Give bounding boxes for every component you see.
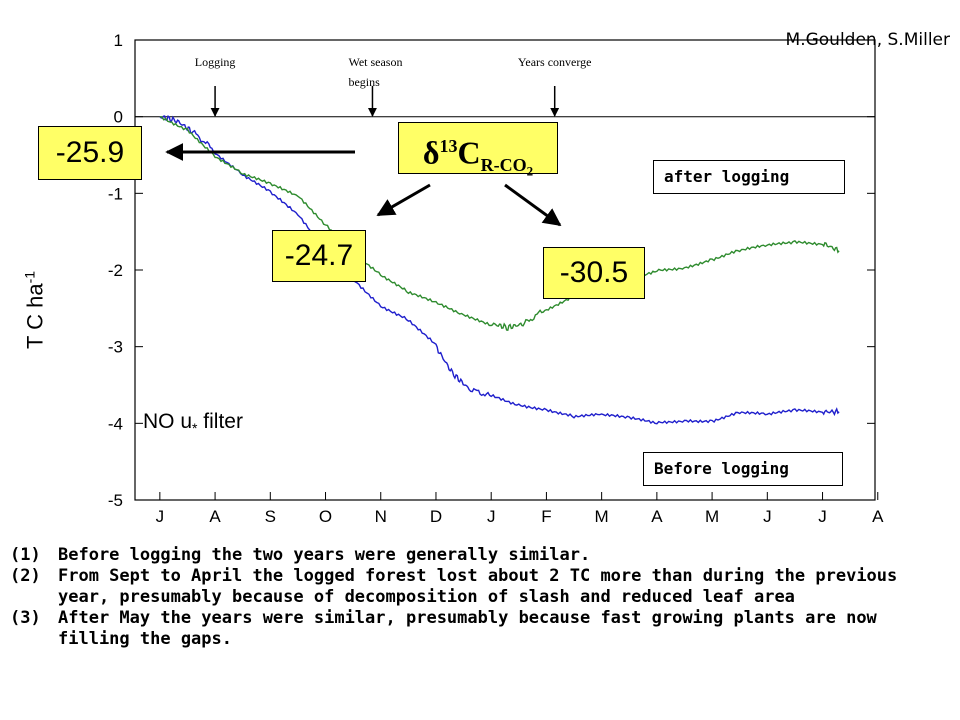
x-tick-label: O <box>319 507 332 526</box>
x-tick-label: A <box>651 507 663 526</box>
x-tick-label: A <box>209 507 221 526</box>
y-tick-label: 1 <box>114 31 123 50</box>
note-item: (1) Before logging the two years were gen… <box>10 545 950 566</box>
x-tick-label: N <box>375 507 387 526</box>
isotope-delta: δ <box>422 134 440 171</box>
filter-label-pre: NO u <box>143 410 192 433</box>
x-tick-label: A <box>872 507 884 526</box>
series-layer <box>159 114 840 425</box>
note-text: Before logging the two years were genera… <box>58 545 591 565</box>
y-tick-label: -2 <box>108 261 123 280</box>
plot-frame <box>134 39 876 501</box>
note-text: After May the years were similar, presum… <box>58 608 877 649</box>
x-tick-label: F <box>541 507 551 526</box>
y-tick-label: -3 <box>108 338 123 357</box>
note-item: (3) After May the years were similar, pre… <box>10 608 950 650</box>
event-label: Logging <box>195 55 236 69</box>
event-label: begins <box>348 75 380 89</box>
isotope-sub-text: R-CO <box>480 155 527 176</box>
y-tick-label: -1 <box>108 184 123 203</box>
legend-before-logging: Before logging <box>643 452 843 486</box>
legend-after-logging: after logging <box>653 160 845 194</box>
event-label: Years converge <box>518 55 592 69</box>
x-tick-label: J <box>156 507 165 526</box>
y-tick-label: 0 <box>114 108 123 127</box>
note-number: (1) <box>10 545 41 565</box>
y-axis: 1 0 -1 -2 -3 -4 -5 <box>108 31 875 510</box>
x-tick-label: S <box>265 507 276 526</box>
isotope-sub-two: 2 <box>526 163 534 179</box>
x-tick-label: J <box>487 507 496 526</box>
note-number: (2) <box>10 566 41 586</box>
x-tick-label: J <box>763 507 772 526</box>
isotope-label-box: δ13CR-CO2 <box>398 122 558 179</box>
isotope-subscript: R-CO2 <box>480 155 534 179</box>
note-number: (3) <box>10 608 41 628</box>
note-text: From Sept to April the logged forest los… <box>58 566 898 607</box>
y-tick-label: -4 <box>108 414 123 433</box>
value-box-left: -25.9 <box>38 126 142 180</box>
x-tick-label: J <box>818 507 827 526</box>
isotope-mass-number: 13 <box>439 136 458 156</box>
arrow-to-right-box <box>504 183 562 227</box>
chart: 1 0 -1 -2 -3 -4 -5 J A S O N D J F M A M J J A Logging Wet s… <box>108 31 884 526</box>
series-line-after-logging <box>159 116 840 331</box>
x-tick-label: D <box>430 507 442 526</box>
filter-label: NO u* filter <box>143 410 243 436</box>
y-tick-label: -5 <box>108 491 123 510</box>
event-annotations: Logging Wet season begins Years converge <box>195 55 592 117</box>
x-tick-label: M <box>705 507 719 526</box>
value-box-right: -30.5 <box>543 247 645 299</box>
notes-list: (1) Before logging the two years were gen… <box>10 545 950 650</box>
filter-label-sub: * <box>192 420 198 436</box>
x-tick-label: M <box>595 507 609 526</box>
event-label: Wet season <box>348 55 402 69</box>
value-box-middle: -24.7 <box>272 230 366 282</box>
filter-label-post: filter <box>197 410 243 433</box>
series-line-before-logging <box>159 114 840 425</box>
isotope-element: C <box>457 134 481 171</box>
arrow-to-middle-box <box>376 183 431 217</box>
note-item: (2) From Sept to April the logged forest … <box>10 566 950 608</box>
